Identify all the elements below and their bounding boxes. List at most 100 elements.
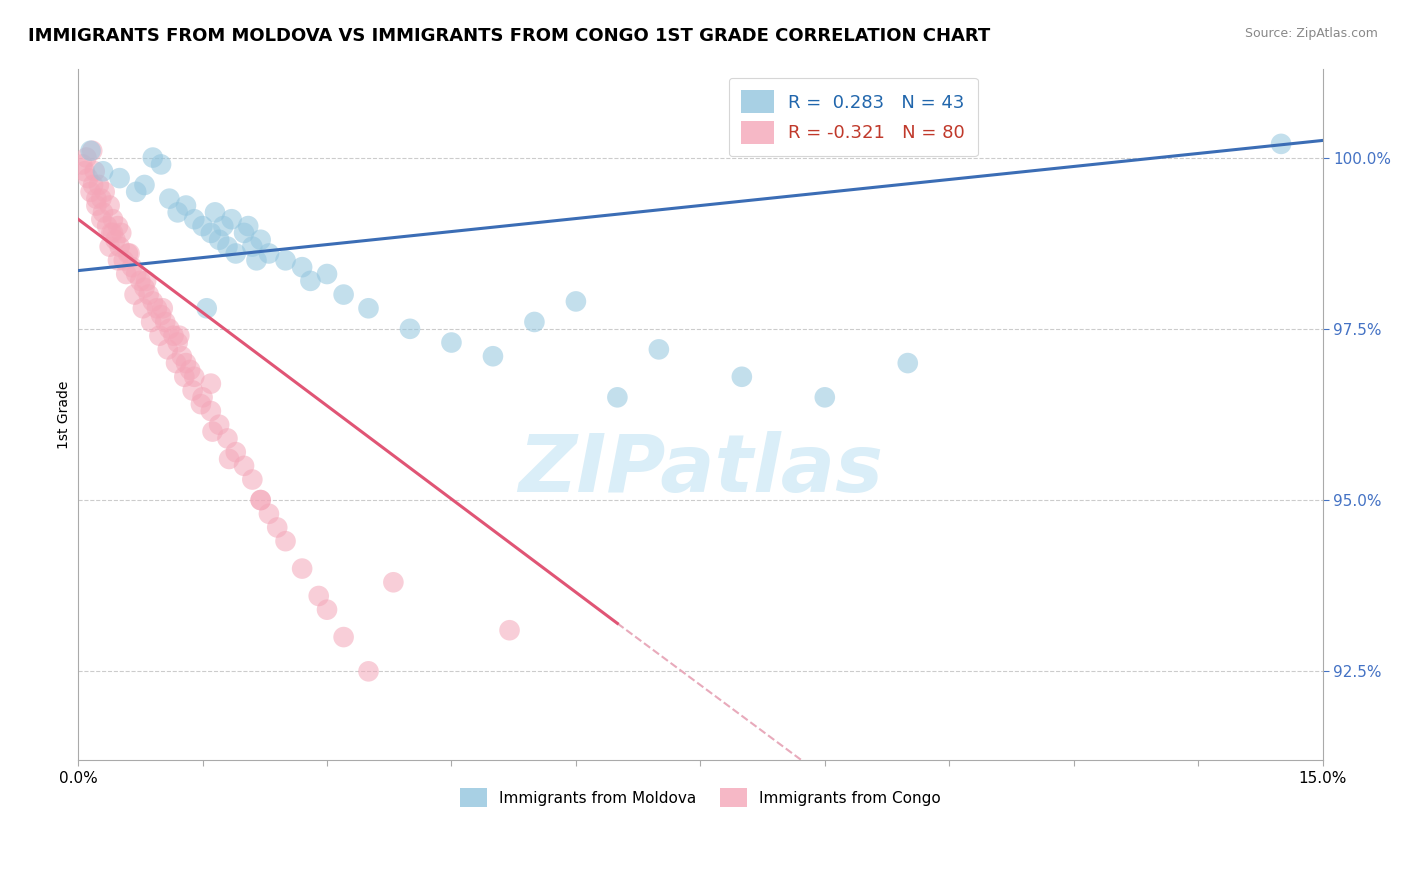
Point [162, 328, 184, 343]
Point [112, 253, 135, 268]
Point [217, 432, 239, 446]
Point [157, 322, 180, 336]
Point [249, 233, 271, 247]
Point [90, 192, 112, 206]
Point [142, 151, 165, 165]
Point [240, 239, 263, 253]
Point [125, 267, 148, 281]
Point [1270, 136, 1292, 151]
Point [201, 425, 224, 439]
Point [90, 212, 112, 227]
Point [212, 219, 235, 233]
Point [648, 343, 671, 357]
Point [91, 205, 114, 219]
Point [93, 185, 115, 199]
Point [121, 260, 143, 275]
Point [73, 164, 96, 178]
Point [139, 315, 162, 329]
Point [91, 164, 114, 178]
Point [191, 219, 214, 233]
Point [110, 226, 132, 240]
Point [225, 246, 247, 260]
Point [382, 575, 405, 590]
Text: IMMIGRANTS FROM MOLDOVA VS IMMIGRANTS FROM CONGO 1ST GRADE CORRELATION CHART: IMMIGRANTS FROM MOLDOVA VS IMMIGRANTS FR… [28, 27, 990, 45]
Point [83, 164, 105, 178]
Point [79, 144, 101, 158]
Point [148, 328, 170, 343]
Point [308, 589, 330, 603]
Point [299, 274, 322, 288]
Point [104, 233, 127, 247]
Point [240, 473, 263, 487]
Point [166, 335, 188, 350]
Point [101, 226, 124, 240]
Point [157, 192, 180, 206]
Point [169, 328, 191, 343]
Point [249, 493, 271, 508]
Point [200, 404, 222, 418]
Point [233, 458, 256, 473]
Point [221, 212, 243, 227]
Point [565, 294, 588, 309]
Point [208, 233, 231, 247]
Point [274, 534, 297, 549]
Point [332, 287, 354, 301]
Point [101, 212, 124, 227]
Point [75, 151, 97, 165]
Point [138, 287, 160, 301]
Point [165, 356, 187, 370]
Point [100, 226, 122, 240]
Point [82, 144, 104, 158]
Point [86, 192, 108, 206]
Point [124, 287, 146, 301]
Point [179, 363, 201, 377]
Point [183, 369, 205, 384]
Point [897, 356, 920, 370]
Point [440, 335, 463, 350]
Point [152, 301, 174, 316]
Point [125, 185, 148, 199]
Point [108, 171, 131, 186]
Point [200, 226, 222, 240]
Point [217, 239, 239, 253]
Point [146, 301, 169, 316]
Point [118, 246, 141, 260]
Point [166, 205, 188, 219]
Point [208, 417, 231, 432]
Y-axis label: 1st Grade: 1st Grade [58, 380, 72, 449]
Point [204, 205, 226, 219]
Point [274, 253, 297, 268]
Point [107, 219, 129, 233]
Point [399, 322, 422, 336]
Point [98, 239, 121, 253]
Point [291, 260, 314, 275]
Point [86, 198, 108, 212]
Point [357, 665, 380, 679]
Point [257, 507, 280, 521]
Point [115, 267, 138, 281]
Text: ZIPatlas: ZIPatlas [517, 431, 883, 508]
Point [181, 384, 204, 398]
Point [245, 253, 267, 268]
Point [191, 390, 214, 404]
Point [107, 253, 129, 268]
Point [190, 397, 212, 411]
Point [523, 315, 546, 329]
Point [238, 219, 260, 233]
Point [87, 178, 110, 192]
Point [174, 198, 197, 212]
Point [266, 520, 288, 534]
Legend: Immigrants from Moldova, Immigrants from Congo: Immigrants from Moldova, Immigrants from… [453, 780, 949, 815]
Point [316, 267, 339, 281]
Point [150, 308, 173, 322]
Point [731, 369, 754, 384]
Text: Source: ZipAtlas.com: Source: ZipAtlas.com [1244, 27, 1378, 40]
Point [129, 274, 152, 288]
Point [183, 212, 205, 227]
Point [117, 246, 139, 260]
Point [257, 246, 280, 260]
Point [98, 198, 121, 212]
Point [249, 493, 271, 508]
Point [174, 356, 197, 370]
Point [200, 376, 222, 391]
